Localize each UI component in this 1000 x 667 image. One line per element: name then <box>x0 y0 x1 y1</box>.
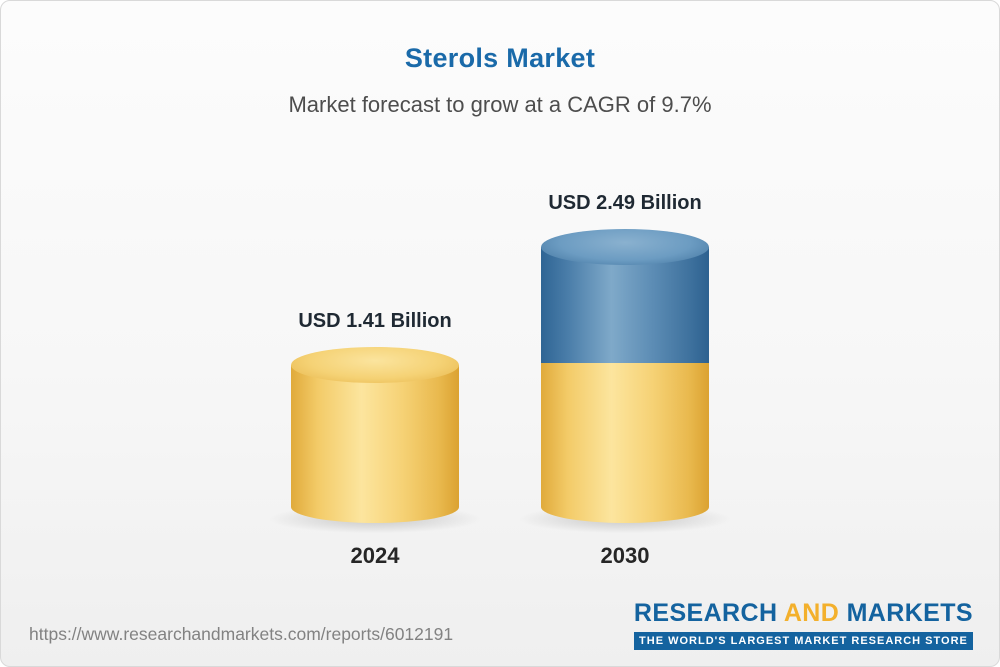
logo-tagline: THE WORLD'S LARGEST MARKET RESEARCH STOR… <box>633 632 973 650</box>
header: Sterols Market Market forecast to grow a… <box>1 1 999 118</box>
value-label-2030: USD 2.49 Billion <box>548 192 702 214</box>
bar-chart: USD 1.41 Billion 2024 USD 2.49 Billion 2… <box>1 192 999 569</box>
research-and-markets-logo: RESEARCH AND MARKETS THE WORLD'S LARGEST… <box>633 599 973 650</box>
category-label-2030: 2030 <box>600 543 650 568</box>
value-label-2024: USD 1.41 Billion <box>298 310 452 332</box>
logo-word-research: RESEARCH <box>633 599 778 627</box>
bar-2030-top-cap <box>541 229 709 265</box>
bar-2030-yellow-segment <box>541 363 709 523</box>
footer: https://www.researchandmarkets.com/repor… <box>29 599 973 650</box>
bar-2024-body <box>291 365 459 523</box>
source-url: https://www.researchandmarkets.com/repor… <box>29 624 454 644</box>
bar-2024 <box>265 347 485 534</box>
logo-wordmark: RESEARCH AND MARKETS <box>634 599 973 628</box>
bar-group-2030: USD 2.49 Billion 2030 <box>515 192 735 569</box>
chart-subtitle: Market forecast to grow at a CAGR of 9.7… <box>288 92 712 117</box>
bar-group-2024: USD 1.41 Billion 2024 <box>265 310 485 569</box>
bar-2024-top-cap <box>291 347 459 383</box>
logo-word-markets: MARKETS <box>846 599 973 627</box>
bar-2030 <box>515 229 735 534</box>
category-label-2024: 2024 <box>350 543 400 568</box>
logo-word-and: AND <box>783 599 840 627</box>
bar-2030-blue-segment <box>541 247 709 363</box>
chart-title: Sterols Market <box>404 43 596 73</box>
